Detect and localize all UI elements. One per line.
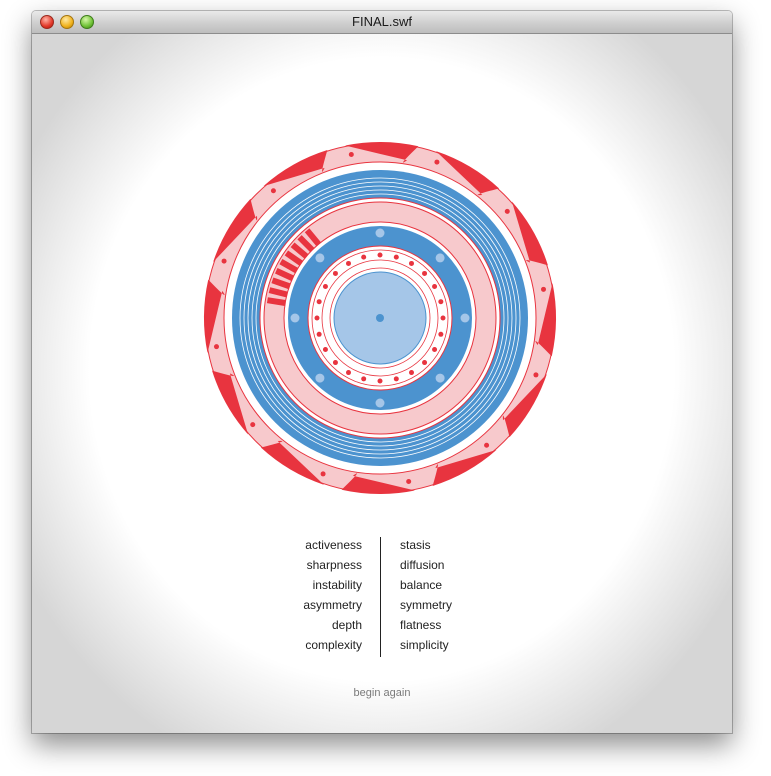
ring-dot (393, 376, 399, 382)
octagon-dot (435, 253, 445, 263)
tick-mark (271, 277, 291, 290)
dotted-ring (321, 259, 439, 377)
tick-mark (290, 242, 309, 259)
core-dot (376, 314, 384, 322)
begin-again-link[interactable]: begin again (353, 687, 411, 699)
ring-dot (377, 252, 383, 258)
left-qualities-list: activeness sharpness instability asymmet… (182, 535, 362, 655)
blue-stripe (255, 193, 505, 443)
ring-dot (361, 376, 367, 382)
ring-dot (346, 260, 351, 266)
swirl-mark (260, 440, 325, 485)
quality-right: balance (400, 578, 443, 592)
swirl-mark (511, 201, 548, 266)
octagon-dot (315, 373, 325, 383)
ring-dot (432, 284, 438, 289)
quality-right: diffusion (400, 558, 445, 572)
swirl-mark (535, 283, 556, 357)
ring-dot (332, 270, 338, 276)
ring-dot (361, 254, 367, 260)
octagon-dot (315, 253, 325, 263)
swirl-dot (270, 188, 276, 194)
tick-mark (284, 250, 303, 266)
ring-dot (438, 299, 444, 305)
tick-mark (297, 235, 315, 253)
octagon-dot (375, 398, 385, 408)
ring-dot (393, 254, 399, 260)
right-qualities-list: stasis diffusion balance symmetry flatne… (400, 535, 580, 655)
quality-left: instability (312, 578, 362, 592)
close-icon[interactable] (40, 15, 54, 29)
ring-dot (432, 347, 438, 352)
title-bar[interactable]: FINAL.swf (32, 11, 732, 34)
ring-dot (422, 270, 428, 276)
quality-right: flatness (400, 618, 442, 632)
swirl-dot (213, 344, 219, 350)
app-window: FINAL.swf activeness sharpness instabili… (32, 11, 732, 733)
quality-left: sharpness (306, 558, 362, 572)
blue-stripe (243, 181, 517, 455)
octagon-dot (290, 313, 300, 323)
quality-left: complexity (305, 638, 362, 652)
tick-mark (279, 259, 299, 274)
ring-dot (346, 370, 351, 376)
flash-stage: activeness sharpness instability asymmet… (32, 34, 732, 733)
ring-dot (316, 299, 322, 305)
swirl-mark (435, 151, 500, 196)
zoom-icon[interactable] (80, 15, 94, 29)
swirl-dot (250, 422, 256, 428)
ring-dot (322, 284, 328, 289)
swirl-mark (204, 279, 225, 353)
mandala-graphic (204, 142, 556, 495)
swirl-mark (213, 198, 258, 263)
quality-right: stasis (400, 538, 431, 552)
divider-line (380, 537, 381, 657)
swirl-mark (263, 150, 328, 187)
swirl-dot (533, 372, 539, 378)
quality-right: simplicity (400, 638, 449, 652)
ring-dot (322, 347, 328, 352)
ring-dot (316, 331, 322, 337)
swirl-dot (434, 159, 440, 165)
ring-dot (377, 378, 383, 384)
tick-mark (268, 287, 288, 298)
blue-stripe (239, 177, 521, 459)
octagon-dot (435, 373, 445, 383)
quality-left: activeness (305, 538, 362, 552)
swirl-mark (432, 449, 497, 486)
tick-mark (304, 228, 321, 247)
swirl-dot (406, 479, 412, 485)
swirl-mark (341, 473, 415, 495)
swirl-mark (502, 373, 547, 438)
ring-dot (409, 370, 414, 376)
minimize-icon[interactable] (60, 15, 74, 29)
tick-mark (274, 268, 294, 281)
ring-dot (314, 315, 320, 321)
swirl-dot (320, 471, 326, 477)
dotted-ring (329, 267, 431, 369)
ring-dot (440, 315, 446, 321)
swirl-mark (212, 370, 249, 435)
swirl-dot (504, 208, 510, 214)
window-title: FINAL.swf (352, 14, 412, 29)
blue-stripe (251, 189, 509, 447)
ring-dot (422, 360, 428, 366)
ring-dot (409, 260, 414, 266)
quality-left: asymmetry (303, 598, 362, 612)
quality-right: symmetry (400, 598, 452, 612)
quality-left: depth (331, 618, 362, 632)
dotted-ring (311, 249, 449, 387)
ring-dot (332, 360, 338, 366)
swirl-dot (541, 286, 547, 292)
blue-stripe (247, 185, 513, 451)
swirl-dot (484, 442, 490, 448)
ring-dot (438, 331, 444, 337)
octagon-dot (375, 228, 385, 238)
swirl-mark (345, 142, 419, 163)
swirl-dot (348, 151, 354, 157)
tick-mark (266, 297, 286, 306)
octagon-dot (460, 313, 470, 323)
swirl-dot (221, 258, 227, 264)
